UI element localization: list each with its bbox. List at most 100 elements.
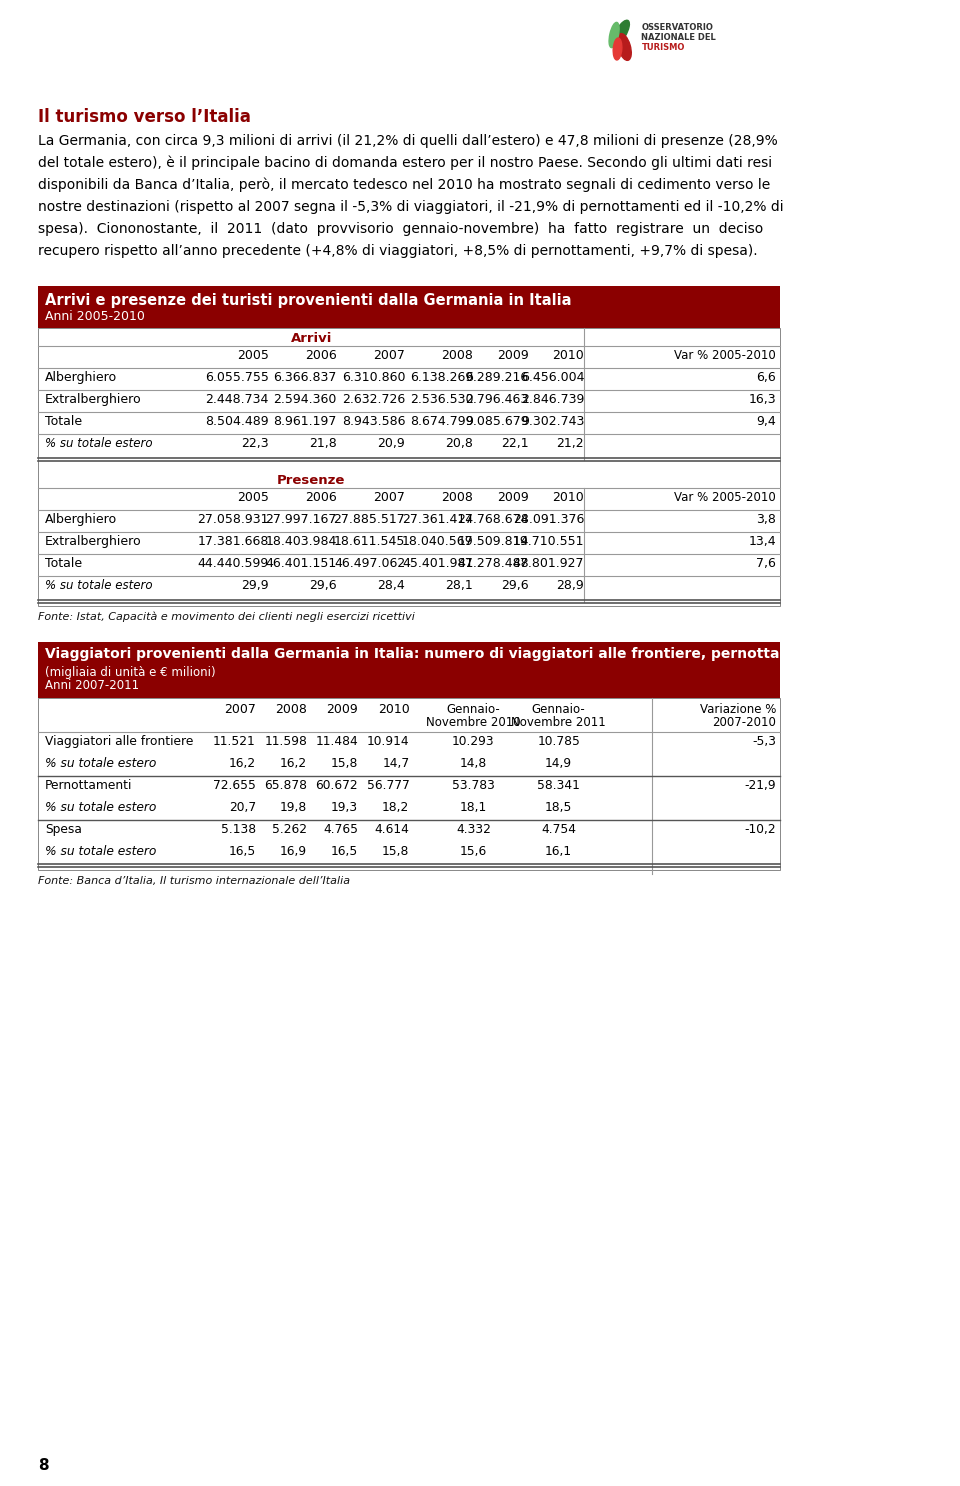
Text: Var % 2005-2010: Var % 2005-2010 (675, 490, 776, 504)
Text: Alberghiero: Alberghiero (45, 513, 117, 526)
Text: 2007: 2007 (224, 703, 256, 716)
Text: 4.332: 4.332 (456, 823, 491, 837)
Text: 19.710.551: 19.710.551 (513, 535, 585, 548)
Text: 10.914: 10.914 (367, 736, 409, 747)
Text: 16,2: 16,2 (280, 756, 307, 770)
Text: Gennaio-: Gennaio- (446, 703, 500, 716)
Text: Anni 2007-2011: Anni 2007-2011 (45, 679, 139, 692)
Text: Viaggiatori provenienti dalla Germania in Italia: numero di viaggiatori alle fro: Viaggiatori provenienti dalla Germania i… (45, 646, 889, 661)
Text: Pernottamenti: Pernottamenti (45, 779, 132, 792)
Text: 28,4: 28,4 (377, 580, 405, 591)
Text: 27.885.517: 27.885.517 (333, 513, 405, 526)
Text: 2009: 2009 (497, 490, 529, 504)
Text: Fonte: Istat, Capacità e movimento dei clienti negli esercizi ricettivi: Fonte: Istat, Capacità e movimento dei c… (38, 612, 416, 623)
Text: 6.366.837: 6.366.837 (274, 372, 337, 383)
Text: 3,8: 3,8 (756, 513, 776, 526)
Text: 2007-2010: 2007-2010 (712, 716, 776, 730)
Text: 47.278.488: 47.278.488 (457, 557, 529, 571)
Text: TURISMO: TURISMO (641, 43, 684, 52)
Text: 8.674.799: 8.674.799 (410, 415, 473, 428)
Text: 6.310.860: 6.310.860 (342, 372, 405, 383)
Text: 8.504.489: 8.504.489 (205, 415, 269, 428)
Text: Extralberghiero: Extralberghiero (45, 392, 142, 406)
Text: 21,8: 21,8 (309, 437, 337, 450)
Text: 28,9: 28,9 (557, 580, 585, 591)
Bar (38, 698, 780, 869)
Text: nostre destinazioni (rispetto al 2007 segna il -5,3% di viaggiatori, il -21,9% d: nostre destinazioni (rispetto al 2007 se… (38, 201, 784, 214)
Text: 13,4: 13,4 (749, 535, 776, 548)
Text: 11.598: 11.598 (264, 736, 307, 747)
Text: 53.783: 53.783 (452, 779, 494, 792)
Text: 11.484: 11.484 (316, 736, 358, 747)
Text: 6.138.269: 6.138.269 (410, 372, 473, 383)
Text: 6.055.755: 6.055.755 (204, 372, 269, 383)
Text: 18,2: 18,2 (382, 801, 409, 814)
Text: Totale: Totale (45, 415, 83, 428)
Text: 16,5: 16,5 (228, 846, 256, 857)
Text: % su totale estero: % su totale estero (45, 756, 156, 770)
Text: 2009: 2009 (326, 703, 358, 716)
Text: del totale estero), è il principale bacino di domanda estero per il nostro Paese: del totale estero), è il principale baci… (38, 156, 773, 171)
Text: 5.262: 5.262 (272, 823, 307, 837)
Text: 2.448.734: 2.448.734 (205, 392, 269, 406)
Text: 7,6: 7,6 (756, 557, 776, 571)
Text: 19,3: 19,3 (331, 801, 358, 814)
Text: Gennaio-: Gennaio- (532, 703, 586, 716)
Text: 9,4: 9,4 (756, 415, 776, 428)
Text: 2010: 2010 (553, 349, 585, 363)
Bar (38, 642, 780, 698)
Ellipse shape (609, 22, 619, 48)
Text: 15,8: 15,8 (382, 846, 409, 857)
Text: 2010: 2010 (377, 703, 409, 716)
Text: NAZIONALE DEL: NAZIONALE DEL (641, 33, 716, 42)
Text: 16,1: 16,1 (545, 846, 572, 857)
Text: 18.403.984: 18.403.984 (266, 535, 337, 548)
Text: 2008: 2008 (276, 703, 307, 716)
Text: 27.058.931: 27.058.931 (197, 513, 269, 526)
Text: Totale: Totale (45, 557, 83, 571)
Text: 4.614: 4.614 (374, 823, 409, 837)
Text: 65.878: 65.878 (264, 779, 307, 792)
Text: Viaggiatori alle frontiere: Viaggiatori alle frontiere (45, 736, 194, 747)
Text: 16,3: 16,3 (749, 392, 776, 406)
Text: 2009: 2009 (497, 349, 529, 363)
Bar (38, 285, 780, 328)
Text: 2008: 2008 (442, 349, 473, 363)
Text: -21,9: -21,9 (745, 779, 776, 792)
Text: 2006: 2006 (305, 490, 337, 504)
Ellipse shape (613, 39, 622, 59)
Text: 2006: 2006 (305, 349, 337, 363)
Text: 28.091.376: 28.091.376 (513, 513, 585, 526)
Text: 27.768.674: 27.768.674 (457, 513, 529, 526)
Text: 16,5: 16,5 (331, 846, 358, 857)
Text: 27.997.167: 27.997.167 (266, 513, 337, 526)
Text: Spesa: Spesa (45, 823, 82, 837)
Text: recupero rispetto all’anno precedente (+4,8% di viaggiatori, +8,5% di pernottame: recupero rispetto all’anno precedente (+… (38, 244, 758, 259)
Text: 2005: 2005 (237, 349, 269, 363)
Bar (38, 328, 780, 606)
Text: 18.611.545: 18.611.545 (334, 535, 405, 548)
Text: Arrivi: Arrivi (291, 331, 332, 345)
Text: Arrivi e presenze dei turisti provenienti dalla Germania in Italia: Arrivi e presenze dei turisti provenient… (45, 293, 572, 308)
Text: 8.943.586: 8.943.586 (342, 415, 405, 428)
Text: 14,7: 14,7 (382, 756, 409, 770)
Text: 21,2: 21,2 (557, 437, 585, 450)
Text: Extralberghiero: Extralberghiero (45, 535, 142, 548)
Text: -5,3: -5,3 (752, 736, 776, 747)
Text: Variazione %: Variazione % (700, 703, 776, 716)
Text: 16,9: 16,9 (280, 846, 307, 857)
Text: 2.796.463: 2.796.463 (466, 392, 529, 406)
Text: 2005: 2005 (237, 490, 269, 504)
Text: 28,1: 28,1 (445, 580, 473, 591)
Text: 14,8: 14,8 (460, 756, 487, 770)
Text: 20,7: 20,7 (228, 801, 256, 814)
Text: 5.138: 5.138 (221, 823, 256, 837)
Text: 10.293: 10.293 (452, 736, 494, 747)
Text: 15,8: 15,8 (331, 756, 358, 770)
Text: 14,9: 14,9 (545, 756, 572, 770)
Text: 6.456.004: 6.456.004 (520, 372, 585, 383)
Text: 10.785: 10.785 (538, 736, 580, 747)
Text: 6,6: 6,6 (756, 372, 776, 383)
Text: Novembre 2011: Novembre 2011 (512, 716, 606, 730)
Text: 16,2: 16,2 (228, 756, 256, 770)
